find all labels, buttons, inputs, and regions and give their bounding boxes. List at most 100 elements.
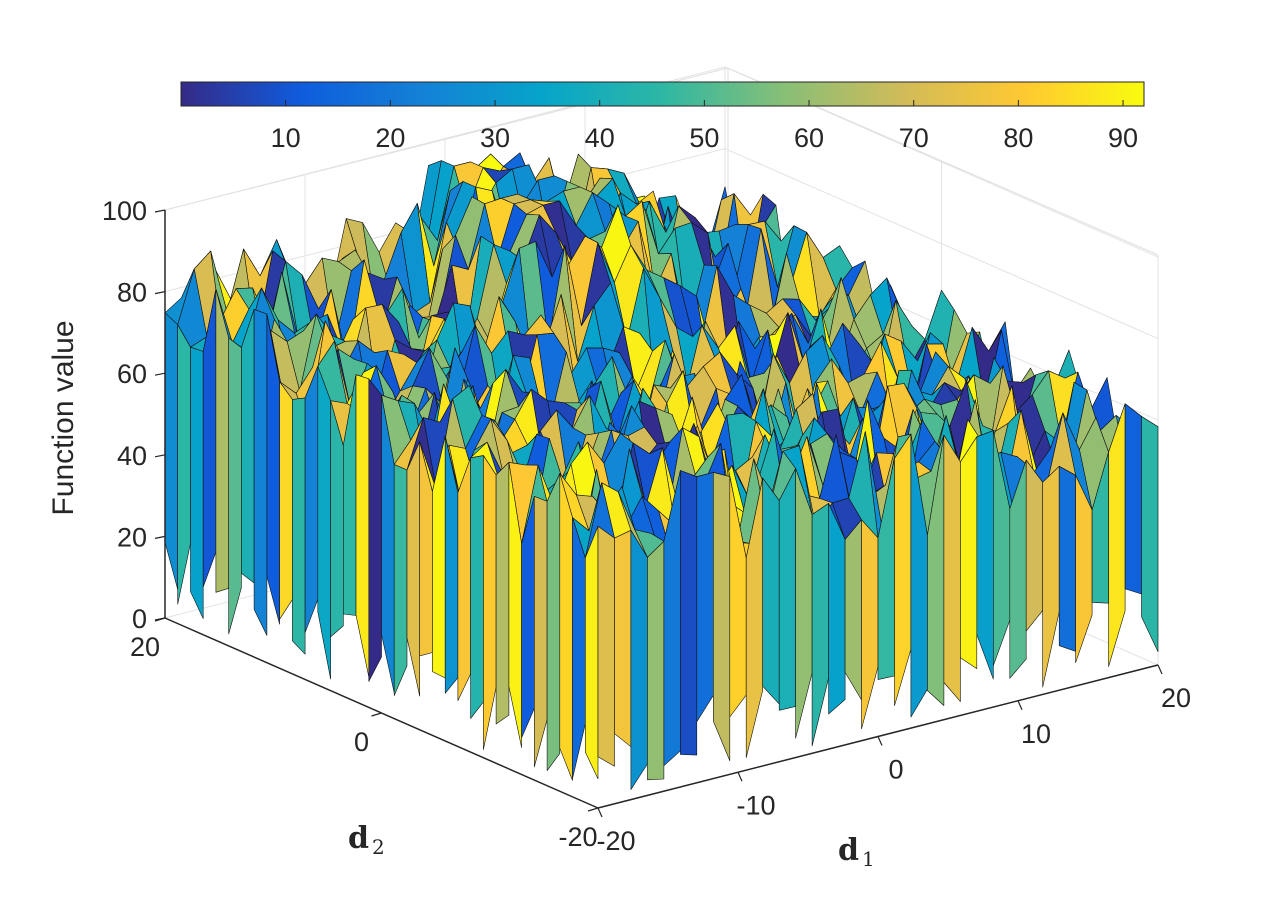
z-tick-label: 40 bbox=[117, 441, 147, 471]
left-curtain-facet bbox=[483, 455, 497, 750]
right-curtain-facet bbox=[976, 430, 994, 680]
x-tick-label: 20 bbox=[1161, 683, 1191, 713]
z-tick-label: 0 bbox=[132, 604, 147, 634]
right-curtain-facet bbox=[927, 434, 945, 706]
left-curtain-facet bbox=[190, 346, 204, 619]
left-curtain-facet bbox=[253, 308, 268, 636]
right-curtain-facet bbox=[680, 470, 698, 756]
x-tick-mark bbox=[1157, 664, 1163, 675]
colorbar: 10 20 30 40 50 60 70 80 90 bbox=[180, 81, 1145, 153]
left-curtain-facet bbox=[393, 464, 408, 696]
left-curtain-facet bbox=[546, 473, 561, 772]
right-curtain-facet bbox=[1075, 474, 1093, 664]
y-tick-label: -20 bbox=[558, 822, 597, 852]
z-tick-mark bbox=[154, 209, 166, 213]
x-tick-mark bbox=[597, 807, 603, 818]
left-curtain-facet bbox=[572, 517, 586, 779]
colorbar-tick-label: 60 bbox=[794, 123, 824, 153]
x-tick-mark bbox=[737, 772, 743, 782]
right-curtain-facet bbox=[712, 472, 731, 762]
surface-mesh bbox=[164, 152, 1159, 790]
z-tick-label: 60 bbox=[117, 359, 147, 389]
left-curtain-facet bbox=[304, 365, 319, 633]
left-curtain-facet bbox=[495, 462, 510, 725]
colorbar-gradient bbox=[180, 81, 1145, 107]
left-curtain-facet bbox=[559, 473, 573, 781]
left-curtain-facet bbox=[177, 324, 191, 605]
right-curtain-facet bbox=[1009, 459, 1027, 679]
left-curtain-facet bbox=[164, 312, 178, 590]
colorbar-tick-label: 20 bbox=[375, 123, 405, 153]
right-curtain-facet bbox=[811, 503, 829, 747]
left-curtain-facet bbox=[368, 378, 382, 682]
right-curtain-facet bbox=[795, 468, 813, 739]
right-curtain-facet bbox=[597, 525, 615, 767]
right-curtain-facet bbox=[647, 540, 665, 781]
x-tick-mark bbox=[1017, 700, 1023, 710]
left-curtain-facet bbox=[533, 496, 548, 768]
right-curtain-facet bbox=[1058, 465, 1076, 652]
colorbar-tick-label: 10 bbox=[271, 123, 301, 153]
y-tick-label: 20 bbox=[130, 632, 160, 662]
x-tick-label: 10 bbox=[1021, 719, 1051, 749]
x-tick-label: -10 bbox=[736, 790, 775, 820]
right-curtain-facet bbox=[696, 472, 714, 723]
left-curtain-facet bbox=[215, 288, 229, 593]
colorbar-tick-label: 80 bbox=[1003, 123, 1033, 153]
svg-text:1: 1 bbox=[862, 847, 875, 871]
colorbar-tick-label: 30 bbox=[480, 123, 510, 153]
right-curtain-facet bbox=[1042, 465, 1060, 688]
left-curtain-facet bbox=[406, 441, 421, 697]
z-tick-mark bbox=[154, 291, 166, 295]
colorbar-tick-label: 40 bbox=[585, 123, 615, 153]
z-tick-mark bbox=[154, 454, 166, 458]
right-curtain-facet bbox=[828, 503, 846, 715]
left-curtain-facet bbox=[355, 374, 370, 678]
colorbar-ticks: 10 20 30 40 50 60 70 80 90 bbox=[271, 100, 1138, 153]
svg-text:2: 2 bbox=[372, 835, 385, 859]
right-curtain-facet bbox=[844, 519, 862, 701]
colorbar-tick-label: 90 bbox=[1108, 123, 1138, 153]
left-curtain-facet bbox=[584, 525, 599, 780]
right-curtain-facet bbox=[960, 436, 978, 669]
y-tick-mark bbox=[587, 807, 599, 812]
right-curtain-facet bbox=[1141, 416, 1159, 653]
x-tick-mark bbox=[877, 736, 883, 746]
right-curtain-facet bbox=[1025, 459, 1043, 632]
z-tick-label: 20 bbox=[117, 522, 147, 552]
z-tick-mark bbox=[154, 372, 166, 376]
right-curtain-facet bbox=[861, 519, 879, 730]
left-curtain-facet bbox=[508, 462, 522, 748]
x-tick-label: 0 bbox=[888, 755, 903, 785]
right-curtain-facet bbox=[894, 433, 912, 707]
right-curtain-facet bbox=[630, 529, 648, 790]
left-curtain-facet bbox=[279, 381, 293, 620]
z-tick-label: 80 bbox=[117, 278, 147, 308]
right-curtain-facet bbox=[778, 468, 796, 711]
left-curtain-facet bbox=[457, 457, 471, 701]
svg-text:d: d bbox=[348, 821, 369, 856]
left-curtain-facet bbox=[228, 337, 242, 635]
x-axis-label: d 1 bbox=[838, 833, 875, 871]
z-tick-label: 100 bbox=[102, 196, 147, 226]
right-curtain-facet bbox=[943, 434, 961, 702]
svg-text:d: d bbox=[838, 833, 859, 868]
x-tick-label: -20 bbox=[596, 826, 635, 856]
right-curtain-facet bbox=[762, 477, 780, 705]
left-curtain-facet bbox=[317, 365, 331, 680]
right-curtain-facet bbox=[1124, 403, 1142, 595]
left-curtain-facet bbox=[330, 400, 344, 638]
z-tick-mark bbox=[154, 535, 166, 539]
y-tick-mark bbox=[371, 712, 382, 717]
y-axis-label: d 2 bbox=[348, 821, 385, 859]
z-axis-label: Function value bbox=[47, 320, 80, 515]
y-tick-mark bbox=[154, 617, 166, 622]
left-curtain-facet bbox=[470, 455, 484, 719]
left-curtain-facet bbox=[292, 397, 306, 655]
right-curtain-facet bbox=[1108, 403, 1126, 667]
colorbar-tick-label: 70 bbox=[899, 123, 929, 153]
y-tick-label: 0 bbox=[354, 727, 369, 757]
right-curtain-facet bbox=[745, 477, 764, 759]
